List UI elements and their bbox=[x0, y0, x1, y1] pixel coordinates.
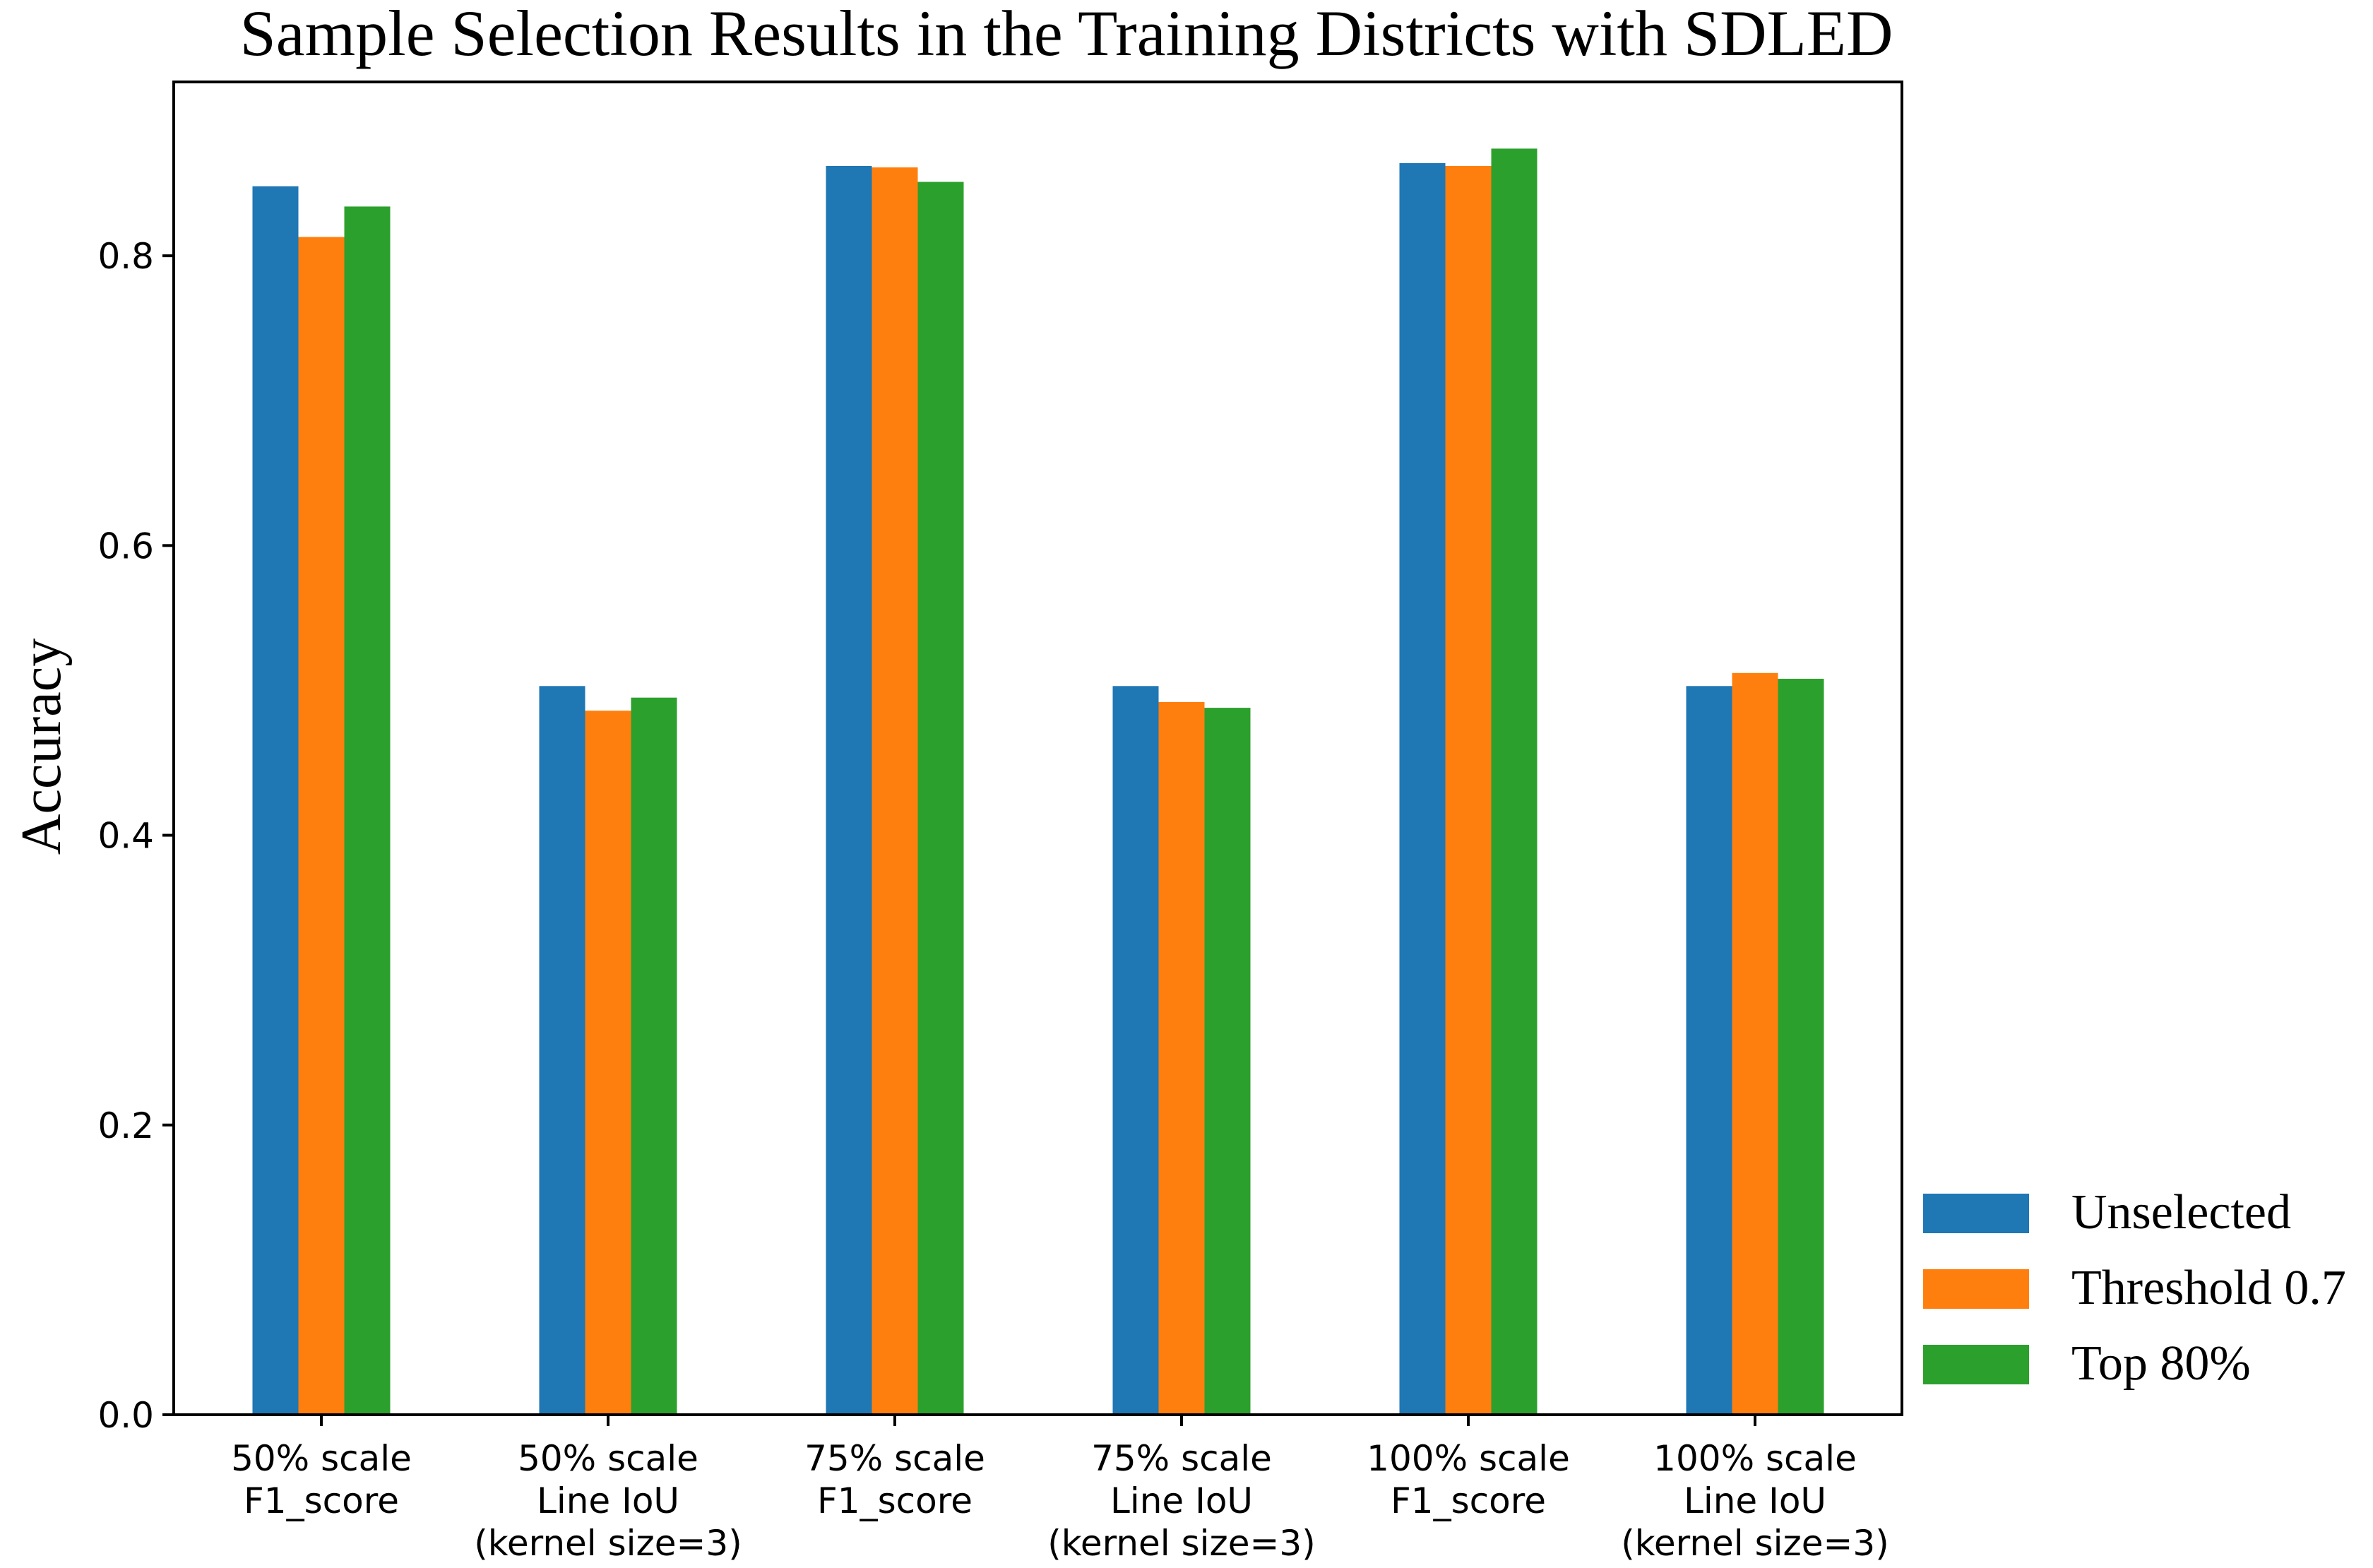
bar-top-80--1 bbox=[344, 206, 391, 1415]
bar-unselected-5 bbox=[1399, 162, 1446, 1415]
y-tick-label: 0.4 bbox=[97, 816, 154, 857]
bar-threshold-0-7-2 bbox=[585, 711, 631, 1415]
bar-top-80--3 bbox=[917, 182, 964, 1415]
y-axis: 0.0 0.2 0.4 0.6 0.8 bbox=[97, 236, 174, 1436]
x-tick-label: 50% scale bbox=[231, 1438, 412, 1479]
bar-top-80--6 bbox=[1778, 679, 1824, 1415]
bar-unselected-1 bbox=[252, 186, 299, 1415]
plot-frame bbox=[172, 81, 1903, 1416]
x-tick-label: (kernel size=3) bbox=[474, 1523, 742, 1564]
bars-layer bbox=[252, 148, 1824, 1415]
x-tick-label: F1_score bbox=[817, 1480, 973, 1521]
x-tick-label: F1_score bbox=[1391, 1480, 1546, 1521]
bar-top-80--4 bbox=[1204, 708, 1251, 1415]
bar-threshold-0-7-3 bbox=[872, 167, 918, 1415]
chart-title: Sample Selection Results in the Training… bbox=[240, 0, 1893, 69]
y-tick-label: 0.2 bbox=[97, 1105, 154, 1146]
x-tick-label: Line IoU bbox=[1684, 1480, 1826, 1521]
x-tick-label: Line IoU bbox=[537, 1480, 679, 1521]
bar-top-80--5 bbox=[1491, 148, 1538, 1415]
bar-top-80--2 bbox=[631, 697, 677, 1415]
bar-unselected-3 bbox=[826, 166, 872, 1415]
x-tick-label: 100% scale bbox=[1653, 1438, 1857, 1479]
x-tick-label: (kernel size=3) bbox=[1621, 1523, 1889, 1564]
legend-label: Threshold 0.7 bbox=[2071, 1261, 2346, 1315]
legend-swatch-unselected bbox=[1923, 1194, 2029, 1233]
x-tick-label: 100% scale bbox=[1367, 1438, 1570, 1479]
legend-swatch-top-80- bbox=[1923, 1345, 2029, 1384]
bar-threshold-0-7-4 bbox=[1158, 701, 1205, 1415]
legend-swatch-threshold-0-7 bbox=[1923, 1269, 2029, 1309]
y-tick-label: 0.0 bbox=[97, 1395, 154, 1436]
legend-label: Top 80% bbox=[2071, 1336, 2251, 1391]
legend-label: Unselected bbox=[2071, 1185, 2291, 1240]
x-tick-label: F1_score bbox=[244, 1480, 399, 1521]
y-tick-label: 0.8 bbox=[97, 236, 154, 277]
bar-unselected-2 bbox=[539, 686, 585, 1415]
bar-unselected-6 bbox=[1686, 686, 1732, 1415]
bar-threshold-0-7-1 bbox=[298, 237, 345, 1415]
x-tick-label: 75% scale bbox=[1091, 1438, 1272, 1479]
bar-threshold-0-7-5 bbox=[1445, 166, 1492, 1415]
bar-unselected-4 bbox=[1112, 686, 1159, 1415]
bar-threshold-0-7-6 bbox=[1732, 672, 1778, 1415]
y-axis-label: Accuracy bbox=[11, 639, 73, 855]
x-tick-label: Line IoU bbox=[1110, 1480, 1253, 1521]
x-tick-label: 75% scale bbox=[804, 1438, 985, 1479]
x-tick-label: (kernel size=3) bbox=[1047, 1523, 1316, 1564]
legend: Unselected Threshold 0.7 Top 80% bbox=[1923, 1185, 2346, 1391]
y-tick-label: 0.6 bbox=[97, 525, 154, 566]
x-tick-label: 50% scale bbox=[518, 1438, 698, 1479]
